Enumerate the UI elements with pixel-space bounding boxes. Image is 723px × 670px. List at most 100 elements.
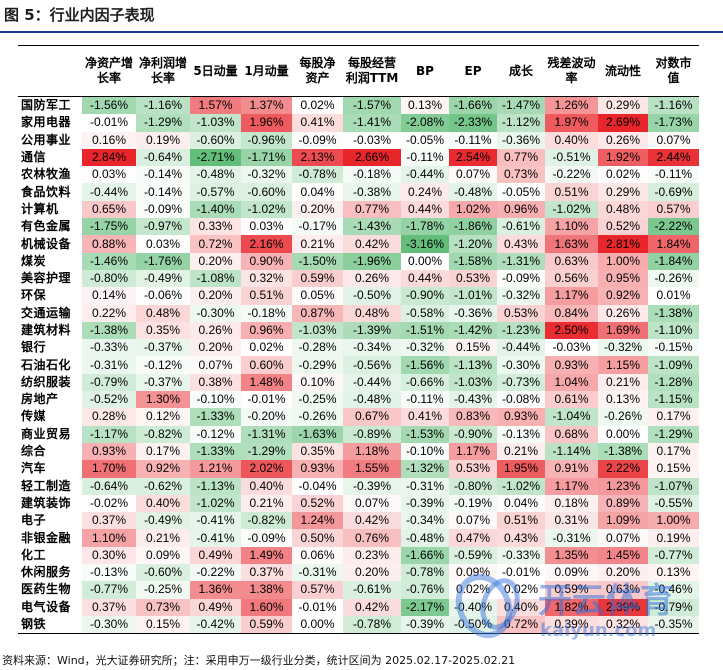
factor-value-cell: 0.93%	[497, 408, 545, 426]
industry-label: 计算机	[21, 201, 59, 216]
factor-value-cell: 0.38%	[190, 373, 241, 392]
factor-value-cell: -0.29%	[292, 356, 343, 374]
industry-label: 银行	[21, 340, 47, 355]
factor-value-cell: -0.10%	[401, 442, 449, 461]
factor-value-cell: 0.96%	[241, 321, 292, 340]
factor-value-cell: 0.63%	[545, 252, 598, 270]
factor-value-cell: -1.29%	[648, 425, 699, 443]
factor-value-cell: 0.60%	[241, 356, 292, 374]
industry-label: 建筑装饰	[21, 495, 72, 510]
factor-value-cell: 0.03%	[136, 235, 190, 253]
column-header: 净利润增长率	[136, 45, 190, 97]
factor-value-cell: 0.30%	[82, 546, 136, 565]
factor-value-cell: 0.17%	[136, 442, 190, 461]
factor-value-cell: -1.20%	[449, 235, 497, 253]
factor-value-cell: 0.10%	[292, 373, 343, 392]
factor-value-cell: 0.20%	[190, 287, 241, 305]
factor-value-cell: 0.03%	[241, 218, 292, 236]
factor-value-cell: -1.02%	[241, 200, 292, 219]
factor-value-cell: 0.29%	[598, 183, 648, 201]
factor-value-cell: -1.07%	[648, 477, 699, 495]
table-row: 国防军工 -1.56% -1.16% 1.57% 1.37% 0.02% -1.57% 0.1…	[18, 96, 699, 115]
table-row: 钢铁 -0.30% 0.15% -0.42% 0.59% 0.00% -0.78% -0.39…	[18, 615, 699, 635]
factor-value-cell: 2.02%	[241, 460, 292, 478]
table-row: 纺织服装 -0.79% -0.37% 0.38% 1.48% 0.10% -0.44% -0.…	[18, 373, 699, 392]
factor-value-cell: 0.02%	[598, 166, 648, 184]
factor-value-cell: -0.89%	[343, 425, 401, 443]
factor-value-cell: -0.32%	[401, 339, 449, 357]
factor-value-cell: -0.26%	[292, 408, 343, 426]
factor-value-cell: 0.09%	[136, 546, 190, 565]
factor-value-cell: 0.26%	[598, 131, 648, 149]
factor-value-cell: 1.69%	[598, 321, 648, 340]
factor-value-cell: -1.71%	[241, 148, 292, 167]
factor-value-cell: -0.03%	[545, 339, 598, 357]
industry-label: 纺织服装	[21, 374, 72, 389]
factor-value-cell: 0.00%	[598, 425, 648, 443]
factor-value-cell: -1.04%	[545, 408, 598, 426]
factor-value-cell: -0.05%	[401, 131, 449, 149]
factor-value-cell: -1.08%	[190, 269, 241, 288]
factor-value-cell: -0.26%	[648, 269, 699, 288]
factor-value-cell: -0.14%	[136, 183, 190, 201]
factor-value-cell: 0.92%	[598, 287, 648, 305]
table-row: 休闲服务 -0.13% -0.60% -0.22% 0.37% -0.31% 0.20% -0…	[18, 564, 699, 582]
factor-value-cell: -0.08%	[497, 391, 545, 409]
industry-label: 环保	[21, 288, 47, 303]
table-row: 电气设备 0.37% 0.73% 0.49% 1.60% -0.01% 0.42% -2.17…	[18, 598, 699, 616]
factor-value-cell: -0.26%	[598, 408, 648, 426]
factor-value-cell: -0.77%	[648, 546, 699, 565]
factor-value-cell: -0.09%	[292, 131, 343, 149]
factor-value-cell: -1.53%	[401, 425, 449, 443]
factor-value-cell: -0.03%	[343, 131, 401, 149]
factor-value-cell: 1.17%	[545, 477, 598, 495]
factor-value-cell: 1.10%	[82, 529, 136, 547]
factor-value-cell: -1.39%	[343, 321, 401, 340]
table-row: 计算机 0.65% -0.09% -1.40% -1.02% 0.20% 0.77% 0.44…	[18, 200, 699, 219]
factor-value-cell: 0.03%	[82, 166, 136, 184]
factor-value-cell: 0.12%	[136, 408, 190, 426]
factor-value-cell: 0.07%	[190, 356, 241, 374]
factor-value-cell: 1.45%	[598, 546, 648, 565]
kaiyun-watermark-logo: 开云体育 kaiyun.com	[455, 573, 674, 640]
factor-value-cell: -0.82%	[136, 425, 190, 443]
factor-value-cell: 0.84%	[545, 304, 598, 322]
factor-value-cell: 1.09%	[598, 512, 648, 530]
factor-value-cell: -0.66%	[401, 373, 449, 392]
factor-value-cell: 1.49%	[241, 546, 292, 565]
factor-value-cell: 0.73%	[497, 166, 545, 184]
factor-value-cell: 1.17%	[449, 442, 497, 461]
factor-value-cell: -2.33%	[449, 114, 497, 132]
factor-value-cell: -0.01%	[497, 564, 545, 582]
factor-value-cell: 0.40%	[136, 494, 190, 513]
factor-value-cell: 0.41%	[401, 408, 449, 426]
industry-label: 休闲服务	[21, 565, 72, 580]
factor-value-cell: 0.91%	[545, 460, 598, 478]
table-body: 国防军工 -1.56% -1.16% 1.57% 1.37% 0.02% -1.57% 0.1…	[18, 96, 699, 635]
factor-value-cell: 0.92%	[136, 460, 190, 478]
factor-value-cell: -0.96%	[241, 131, 292, 149]
factor-value-cell: -1.56%	[82, 96, 136, 115]
factor-value-cell: 0.51%	[545, 183, 598, 201]
factor-value-cell: -0.32%	[241, 166, 292, 184]
factor-value-cell: 1.84%	[648, 235, 699, 253]
factor-value-cell: 2.54%	[449, 148, 497, 167]
column-header: 每股净资产	[292, 45, 343, 97]
column-header: 1月动量	[241, 45, 292, 97]
factor-value-cell: -0.05%	[497, 183, 545, 201]
factor-value-cell: -0.62%	[136, 477, 190, 495]
factor-value-cell: 0.06%	[292, 546, 343, 565]
factor-value-cell: -1.33%	[190, 408, 241, 426]
factor-value-cell: 1.60%	[241, 598, 292, 616]
factor-value-cell: 0.18%	[545, 494, 598, 513]
factor-value-cell: -1.02%	[497, 477, 545, 495]
factor-value-cell: -1.23%	[497, 321, 545, 340]
factor-value-cell: 0.48%	[598, 200, 648, 219]
factor-value-cell: -0.48%	[449, 183, 497, 201]
factor-value-cell: 0.09%	[545, 564, 598, 582]
factor-value-cell: 0.14%	[82, 287, 136, 305]
factor-value-cell: -1.42%	[449, 321, 497, 340]
factor-value-cell: 0.42%	[343, 598, 401, 616]
factor-value-cell: 0.26%	[598, 304, 648, 322]
factor-value-cell: -1.96%	[343, 252, 401, 270]
